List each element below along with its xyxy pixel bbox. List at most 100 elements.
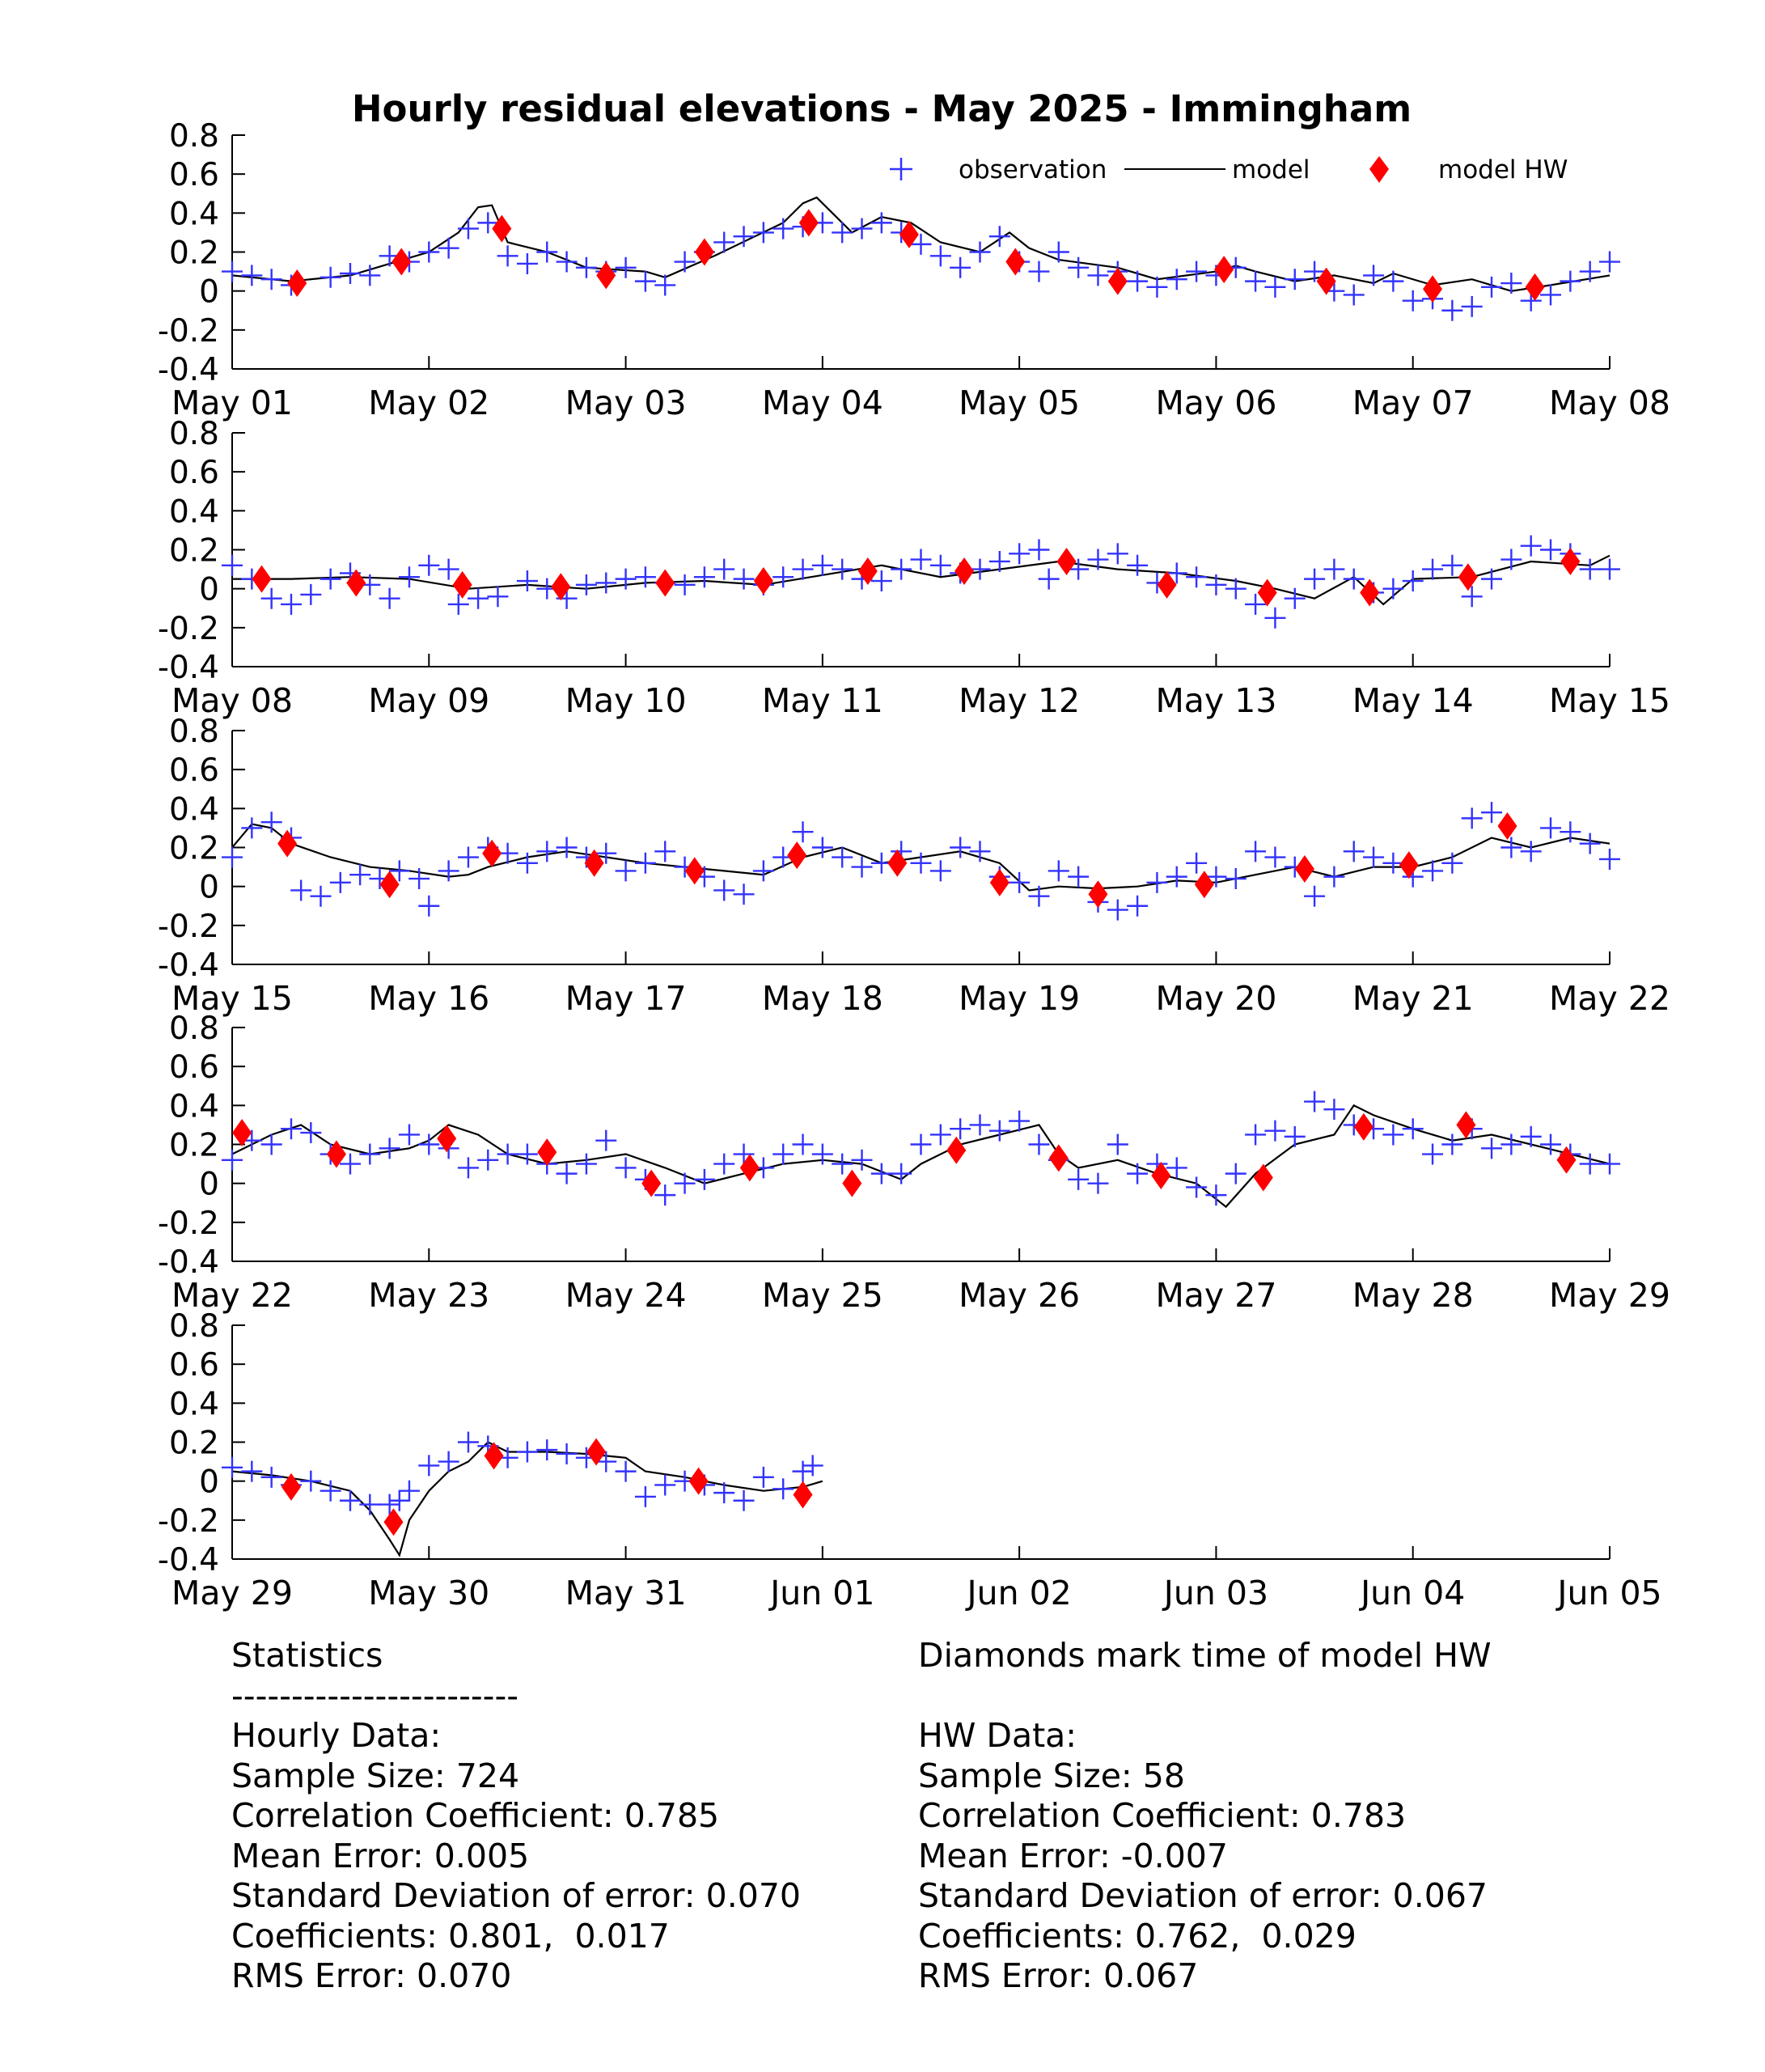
observation-point [516, 1441, 538, 1463]
hourly-mean-error: Mean Error: 0.005 [231, 1836, 530, 1875]
observation-point [772, 566, 794, 588]
observation-point [713, 231, 735, 253]
observation-point [1481, 568, 1503, 590]
panel-1: -0.4-0.200.20.40.60.8 May 01 May 02 May 03 M… [158, 118, 1670, 422]
hw-heading: Diamonds mark time of model HW [918, 1636, 1492, 1675]
observation-point [1441, 1133, 1463, 1155]
observation-point [1245, 1124, 1267, 1146]
observation-point [752, 222, 774, 244]
observation-point [1481, 276, 1503, 298]
observation-point [487, 586, 509, 608]
hourly-sample-size: Sample Size: 724 [231, 1756, 520, 1795]
model-hw-point [1353, 1112, 1373, 1141]
hw-correlation: Correlation Coefficient: 0.783 [918, 1796, 1407, 1835]
observation-point [457, 1431, 479, 1453]
observation-point [1520, 1125, 1542, 1147]
observation-point [457, 218, 479, 239]
observation-point [280, 593, 302, 615]
observation-point [1028, 885, 1050, 907]
model-hw-point [1005, 248, 1026, 276]
model-hw-point [887, 849, 908, 877]
y-tick-label: -0.2 [158, 313, 219, 350]
y-tick-label: -0.2 [158, 909, 219, 945]
y-tick-label: 0.2 [169, 1426, 219, 1462]
observation-point [1304, 261, 1326, 282]
observation-point [615, 568, 637, 590]
observation-point [1382, 1124, 1404, 1146]
hourly-coefficients: Coefficients: 0.801, 0.017 [231, 1916, 670, 1955]
observation-point [1087, 549, 1109, 570]
hw-statistics: Diamonds mark time of model HW HW Data: … [918, 1636, 1492, 1997]
model-hw-point [1556, 1146, 1577, 1174]
observation-point [1343, 841, 1365, 862]
x-tick-label: May 26 [959, 1276, 1080, 1315]
y-tick-label: 0.6 [169, 157, 219, 193]
observation-point [811, 554, 833, 576]
observation-point [300, 583, 322, 605]
stats-divider: ------------------------ [231, 1676, 519, 1715]
hw-data-label: HW Data: [918, 1716, 1077, 1755]
observation-point [792, 1460, 814, 1482]
x-tick-label: May 02 [368, 383, 489, 422]
legend-model-hw-marker [1369, 156, 1389, 183]
observation-point [1264, 607, 1286, 629]
observation-point [575, 1153, 597, 1175]
legend-model-label: model [1232, 155, 1310, 184]
x-tick-label: May 22 [1549, 979, 1670, 1018]
y-tick-label: 0.2 [169, 533, 219, 570]
observation-point [398, 566, 420, 588]
observation-point [1579, 261, 1601, 282]
hw-mean-error: Mean Error: -0.007 [918, 1836, 1228, 1875]
observation-point [260, 1133, 282, 1155]
observation-point [1441, 299, 1463, 321]
observation-point [1304, 885, 1326, 907]
model-hw-point [1194, 871, 1214, 899]
observation-point [693, 1168, 715, 1190]
observation-point [379, 587, 400, 609]
model-hw-point [232, 1119, 252, 1147]
observation-point [398, 1124, 420, 1146]
observation-point [772, 218, 794, 239]
model-hw-point [688, 1467, 709, 1495]
observation-point [1422, 1143, 1444, 1165]
chart-legend: observation model model HW [890, 155, 1568, 184]
observation-point [713, 558, 735, 580]
observation-point [1579, 833, 1601, 854]
y-tick-label: 0 [199, 1167, 219, 1203]
model-hw-point [379, 871, 400, 899]
observation-point [260, 1466, 282, 1488]
observation-point [772, 1478, 794, 1500]
observation-point [1186, 852, 1208, 874]
observation-point [634, 566, 656, 588]
model-hw-point [954, 557, 975, 585]
observation-point [408, 868, 430, 890]
observation-point [733, 226, 755, 248]
observation-point [1520, 841, 1542, 862]
hw-std-dev: Standard Deviation of error: 0.067 [918, 1876, 1488, 1915]
observation-point [832, 558, 853, 580]
observation-point [1599, 558, 1620, 580]
observation-point [1264, 1120, 1286, 1142]
model-hw-point [287, 269, 307, 298]
observation-point [1264, 846, 1286, 868]
observation-point [1205, 1184, 1227, 1206]
y-tick-label: 0.4 [169, 791, 219, 828]
observation-point [1284, 269, 1306, 290]
observation-point [310, 885, 332, 907]
observation-point [1343, 568, 1365, 590]
model-hw-point [655, 569, 675, 597]
observation-point [438, 237, 459, 259]
model-hw-point [252, 565, 272, 593]
model-hw-point [482, 839, 502, 867]
observation-point [1500, 549, 1522, 570]
model-series-line [231, 196, 1611, 292]
x-tick-label: May 31 [565, 1574, 687, 1612]
model-hw-point [1560, 547, 1581, 575]
hourly-std-dev: Standard Deviation of error: 0.070 [231, 1876, 802, 1915]
observation-point [1068, 558, 1090, 580]
observation-point [1166, 866, 1187, 888]
observation-point [1304, 568, 1326, 590]
x-tick-label: May 30 [368, 1574, 489, 1612]
observation-point [1205, 866, 1227, 888]
